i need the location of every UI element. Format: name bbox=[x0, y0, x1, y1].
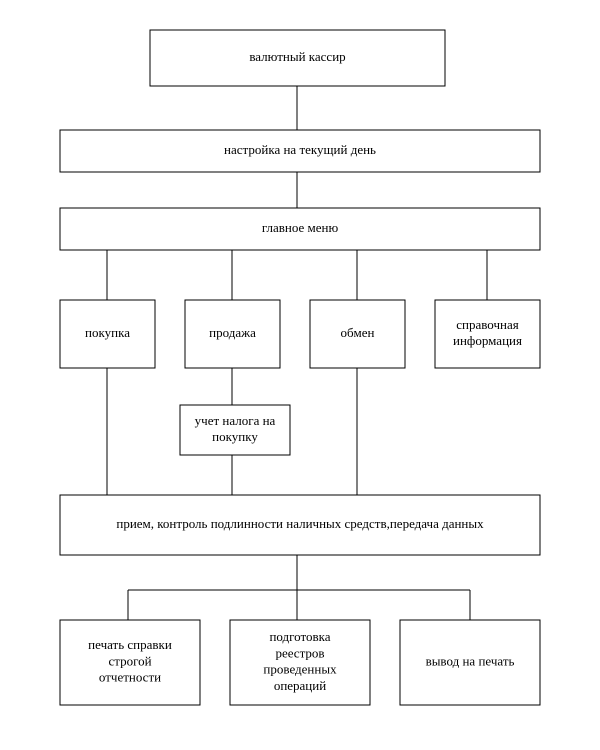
node-n5: продажа bbox=[185, 300, 280, 368]
node-n11: подготовкареестров проведенныхопераций bbox=[230, 620, 370, 705]
flowchart-canvas: валютный кассир настройка на текущий день… bbox=[0, 0, 600, 750]
node-label: операций bbox=[274, 678, 326, 693]
nodes-group: валютный кассир настройка на текущий день… bbox=[60, 30, 540, 705]
node-label: реестров bbox=[275, 645, 324, 660]
node-label: продажа bbox=[209, 325, 256, 340]
node-n12: вывод на печать bbox=[400, 620, 540, 705]
node-n9: прием, контроль подлинности наличных сре… bbox=[60, 495, 540, 555]
node-label: покупка bbox=[85, 325, 130, 340]
node-label: проведенных bbox=[263, 662, 337, 677]
node-label: обмен bbox=[341, 325, 375, 340]
node-n2: настройка на текущий день bbox=[60, 130, 540, 172]
node-n1: валютный кассир bbox=[150, 30, 445, 86]
node-label: печать справки bbox=[88, 637, 172, 652]
node-n4: покупка bbox=[60, 300, 155, 368]
node-label: настройка на текущий день bbox=[224, 142, 376, 157]
node-label: справочная bbox=[456, 317, 518, 332]
node-label: главное меню bbox=[262, 220, 339, 235]
node-label: подготовка bbox=[269, 629, 330, 644]
node-n7: справочнаяинформация bbox=[435, 300, 540, 368]
node-label: отчетности bbox=[99, 670, 161, 685]
node-label: информация bbox=[453, 333, 522, 348]
node-label: покупку bbox=[212, 429, 258, 444]
node-n8: учет налога напокупку bbox=[180, 405, 290, 455]
node-label: учет налога на bbox=[195, 413, 276, 428]
node-label: строгой bbox=[108, 653, 151, 668]
node-n6: обмен bbox=[310, 300, 405, 368]
node-label: прием, контроль подлинности наличных сре… bbox=[116, 516, 484, 531]
node-label: валютный кассир bbox=[249, 49, 345, 64]
node-n3: главное меню bbox=[60, 208, 540, 250]
node-label: вывод на печать bbox=[426, 653, 515, 668]
node-n10: печать справкистрогой отчетности bbox=[60, 620, 200, 705]
